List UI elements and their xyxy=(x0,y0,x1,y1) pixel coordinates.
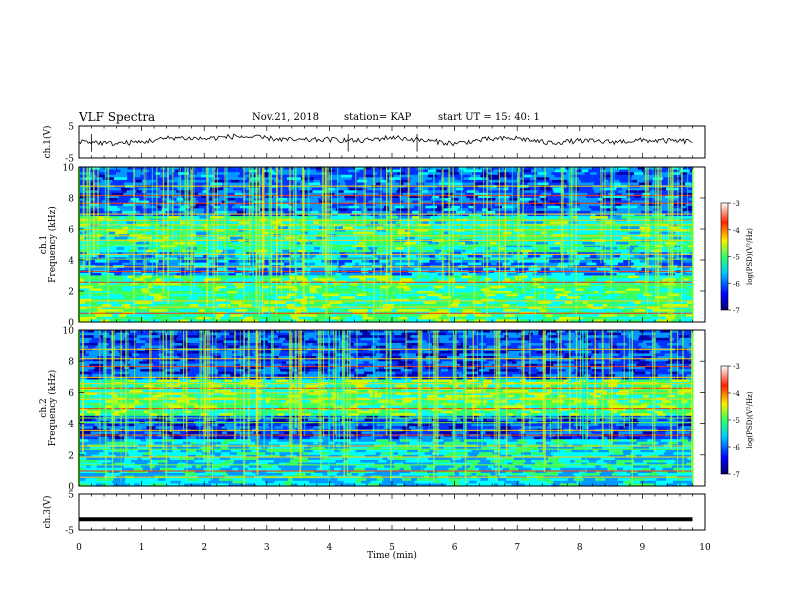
x-tick-label: 5 xyxy=(389,543,395,553)
y-tick-label: 4 xyxy=(68,420,74,430)
x-tick-label: 3 xyxy=(264,543,270,553)
x-axis-label: Time (min) xyxy=(367,550,417,561)
x-tick-label: 1 xyxy=(139,543,145,553)
y-axis-label: Frequency (kHz) xyxy=(47,370,58,447)
station-label: station= KAP xyxy=(344,112,412,123)
colorbar-tick-label: -3 xyxy=(733,363,740,371)
date-label: Nov.21, 2018 xyxy=(252,112,319,123)
y-axis-label: ch.2 xyxy=(39,398,49,417)
panel-frame xyxy=(78,493,706,531)
x-tick-label: 8 xyxy=(577,543,583,553)
x-tick-label: 2 xyxy=(201,543,207,553)
colorbar-tick-label: -4 xyxy=(733,390,740,398)
x-tick-label: 9 xyxy=(640,543,646,553)
y-axis-label: Frequency (kHz) xyxy=(47,206,58,283)
y-axis-label: ch.1 xyxy=(39,235,49,254)
ch1-waveform-line xyxy=(78,133,693,147)
colorbar-tick-label: -6 xyxy=(733,280,740,288)
ch1-spectrogram-heatmap xyxy=(78,167,705,323)
y-tick-label: 6 xyxy=(68,389,74,399)
colorbar-tick-label: -4 xyxy=(733,227,740,235)
start-time-label: start UT = 15: 40: 1 xyxy=(438,112,540,123)
y-axis-label: ch.3(V) xyxy=(42,496,53,529)
y-axis-label: ch.1(V) xyxy=(42,126,53,159)
colorbar-label: log(PSD)(V²/Hz) xyxy=(746,228,754,285)
chart-title: VLF Spectra xyxy=(79,110,156,124)
y-tick-label: 0 xyxy=(68,319,74,329)
colorbar-tick-label: -6 xyxy=(733,444,740,452)
colorbar xyxy=(720,202,729,311)
y-tick-label: 2 xyxy=(68,288,74,298)
colorbar xyxy=(720,365,729,475)
colorbar-tick-label: -7 xyxy=(733,471,740,479)
y-tick-label: 4 xyxy=(68,257,74,267)
x-tick-label: 4 xyxy=(327,543,333,553)
y-tick-label: 0 xyxy=(68,483,74,493)
x-tick-label: 10 xyxy=(699,543,711,553)
y-tick-label: 2 xyxy=(68,451,74,461)
y-tick-label: -5 xyxy=(65,155,74,165)
y-tick-label: 10 xyxy=(63,164,75,174)
y-tick-label: 8 xyxy=(68,358,74,368)
colorbar-label: log(PSD)(V²/Hz) xyxy=(746,391,754,448)
y-tick-label: 8 xyxy=(68,195,74,205)
y-tick-label: 5 xyxy=(68,123,74,133)
x-tick-label: 7 xyxy=(514,543,520,553)
x-tick-label: 6 xyxy=(452,543,458,553)
colorbar-tick-label: -5 xyxy=(733,417,740,425)
ch2-spectrogram-heatmap xyxy=(78,330,705,487)
colorbar-tick-label: -7 xyxy=(733,307,740,315)
y-tick-label: 10 xyxy=(63,327,75,337)
colorbar-tick-label: -3 xyxy=(733,200,740,208)
colorbar-tick-label: -5 xyxy=(733,254,740,262)
y-tick-label: -5 xyxy=(65,527,74,537)
y-tick-label: 5 xyxy=(68,491,74,501)
x-tick-label: 0 xyxy=(76,543,82,553)
y-tick-label: 6 xyxy=(68,226,74,236)
